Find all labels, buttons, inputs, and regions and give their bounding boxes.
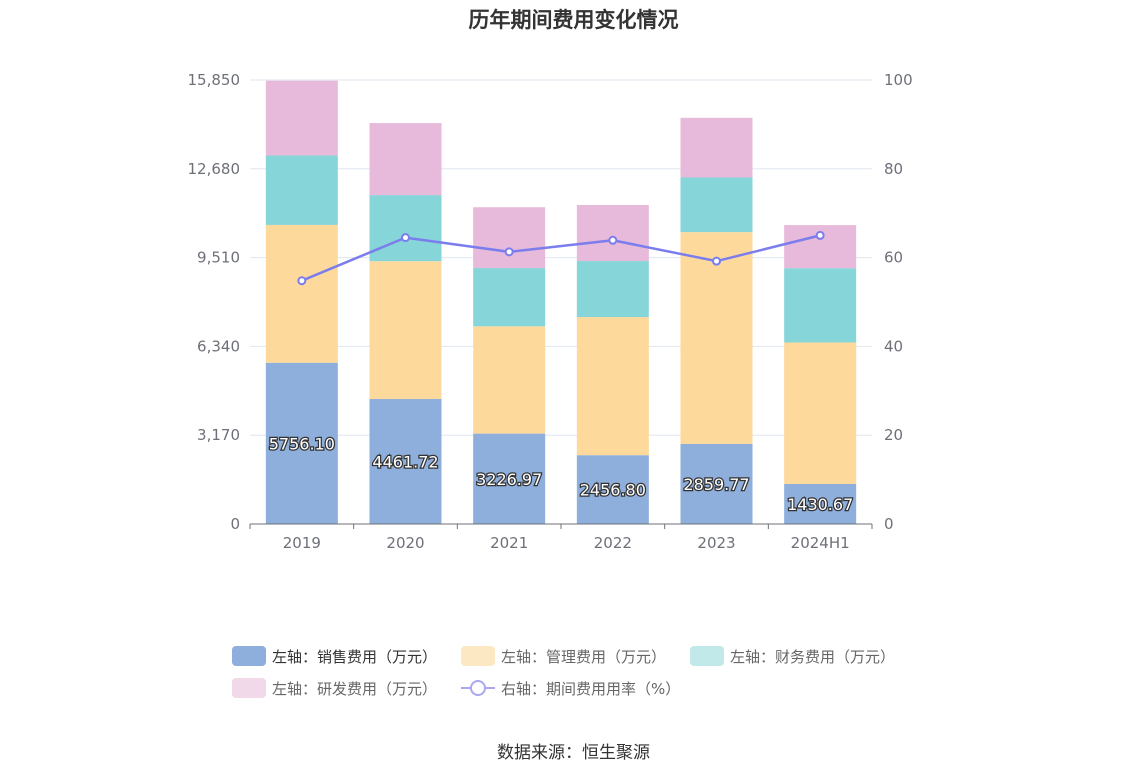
bar-segment	[265, 224, 338, 363]
y-left-tick-label: 9,510	[197, 249, 240, 267]
y-left-tick-label: 15,850	[188, 71, 241, 89]
bar-segment	[369, 261, 442, 400]
legend-label-rate: 右轴：期间费用用率（%）	[501, 679, 681, 698]
y-right-tick-label: 20	[884, 426, 903, 444]
bar-value-label: 4461.72	[372, 453, 438, 472]
x-tick-label: 2019	[283, 534, 321, 552]
x-tick-label: 2020	[386, 534, 424, 552]
legend-item-finance[interactable]: 左轴：财务费用（万元）	[690, 646, 895, 667]
bar-segment	[680, 117, 753, 178]
bars: 5756.10 4461.72 3226.97 2456.80 2859.77 1430.…	[265, 80, 857, 524]
chart-area: 5756.10 4461.72 3226.97 2456.80 2859.77 1430.…	[188, 71, 913, 552]
rate-line-path	[301, 234, 821, 282]
bar-segment	[680, 177, 753, 233]
rate-point	[401, 233, 410, 243]
rate-point	[297, 276, 307, 286]
legend: 左轴：销售费用（万元） 左轴：管理费用（万元） 左轴：财务费用（万元） 左轴：研…	[232, 640, 932, 704]
bar-value-label: 3226.97	[476, 470, 542, 489]
bar-value-label: 2859.77	[683, 475, 749, 494]
bar-segment	[473, 326, 546, 434]
bar-segment	[576, 205, 649, 262]
y-right-tick-label: 60	[884, 249, 903, 267]
bar-segment	[473, 433, 546, 524]
rate-point	[504, 247, 514, 257]
bar-segment	[784, 268, 857, 343]
y-right-tick-label: 0	[884, 515, 894, 533]
bar-segment	[369, 195, 442, 262]
bar-segment	[473, 207, 546, 269]
grid-lines	[250, 79, 872, 436]
legend-item-sales[interactable]: 左轴：销售费用（万元）	[232, 646, 437, 667]
rate-point	[815, 230, 825, 240]
bar-segment	[784, 342, 857, 484]
bar-segment	[265, 80, 338, 156]
legend-swatch-finance	[690, 646, 725, 666]
x-tick-label: 2023	[697, 534, 735, 552]
x-tick-label: 2022	[594, 534, 632, 552]
y-left-tick-label: 0	[230, 515, 240, 533]
source-note: 数据来源：恒生聚源	[497, 743, 650, 763]
bar-value-label: 1430.67	[787, 495, 853, 514]
bar-segment	[576, 261, 649, 318]
legend-swatch-admin	[461, 646, 496, 666]
rate-point	[712, 256, 721, 266]
axes: 0 3,170 6,340 9,510 12,680 15,850 0 20 40 60 80 100…	[188, 71, 913, 552]
y-left-tick-label: 3,170	[197, 426, 240, 444]
bar-segment	[473, 268, 546, 327]
bar-segment	[680, 443, 753, 524]
bar-segment	[784, 483, 857, 524]
x-tick-label: 2024H1	[791, 534, 850, 552]
legend-swatch-rnd	[232, 678, 266, 698]
bar-value-label: 5756.10	[269, 434, 335, 453]
legend-item-admin[interactable]: 左轴：管理费用（万元）	[461, 646, 666, 667]
legend-item-rnd[interactable]: 左轴：研发费用（万元）	[232, 678, 437, 699]
legend-label-finance: 左轴：财务费用（万元）	[730, 647, 896, 666]
bar-segment	[576, 317, 649, 456]
bar-segment	[265, 155, 338, 225]
bar-value-label: 2456.80	[580, 481, 646, 500]
x-tick-label: 2021	[490, 534, 528, 552]
legend-line-marker-icon	[461, 678, 496, 698]
rate-point	[608, 235, 618, 245]
y-right-tick-label: 80	[884, 160, 903, 178]
rate-line	[297, 230, 825, 286]
legend-label-sales: 左轴：销售费用（万元）	[272, 647, 438, 666]
bar-segment	[680, 232, 753, 444]
y-right-tick-label: 100	[884, 71, 913, 89]
chart-title: 历年期间费用变化情况	[468, 8, 679, 32]
bar-segment	[576, 455, 649, 524]
bar-segment	[369, 123, 442, 196]
bar-segment	[265, 362, 338, 524]
legend-swatch-sales	[232, 646, 266, 666]
legend-item-rate[interactable]: 右轴：期间费用用率（%）	[461, 678, 680, 699]
legend-label-admin: 左轴：管理费用（万元）	[501, 647, 667, 666]
y-left-tick-label: 6,340	[197, 337, 240, 355]
bar-segment	[369, 399, 442, 524]
legend-label-rnd: 左轴：研发费用（万元）	[272, 679, 438, 698]
y-left-tick-label: 12,680	[188, 160, 241, 178]
y-right-tick-label: 40	[884, 337, 903, 355]
